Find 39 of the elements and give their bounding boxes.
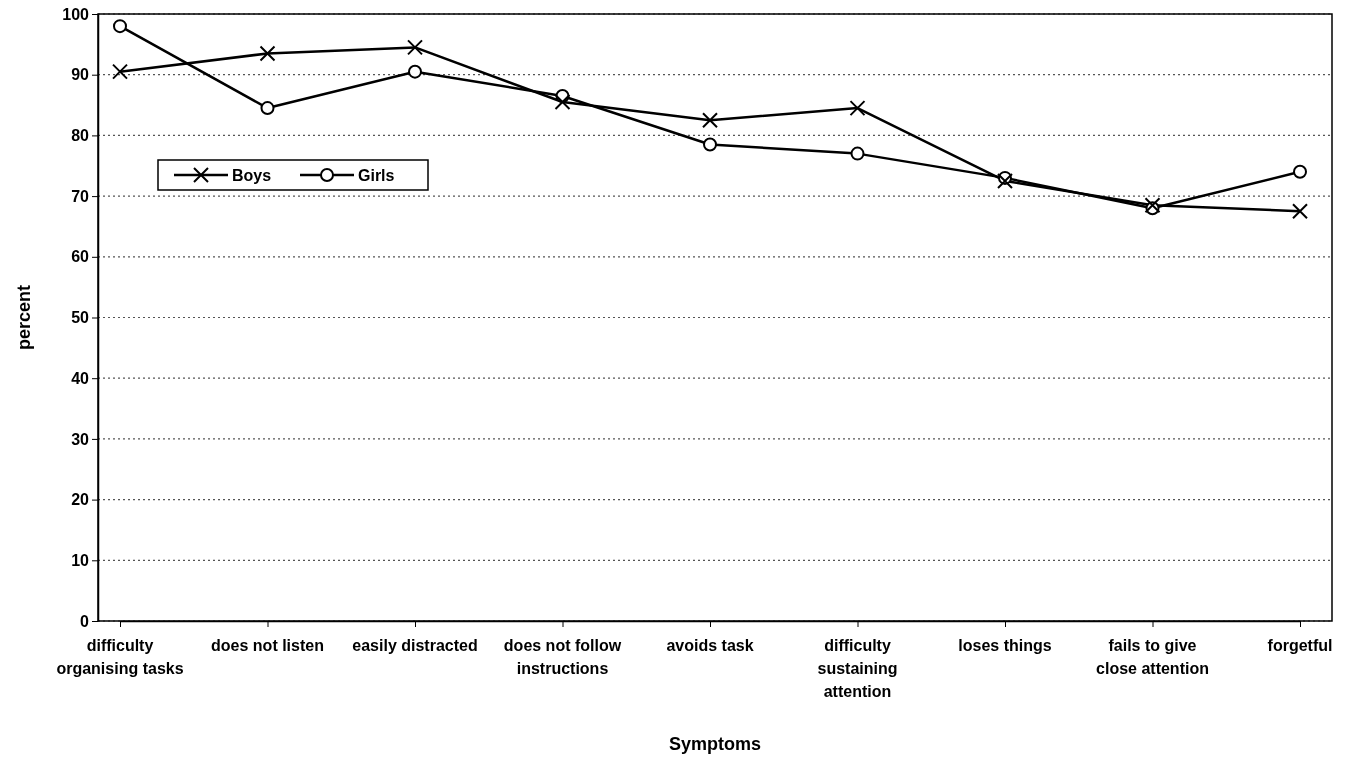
legend-label: Girls xyxy=(358,167,395,184)
point xyxy=(850,146,865,161)
x-tick-label: fails to give close attention xyxy=(1096,637,1209,677)
legend-label: Boys xyxy=(232,167,272,184)
point xyxy=(1292,203,1308,220)
y-tick-label: 90 xyxy=(71,66,90,84)
point xyxy=(554,94,571,111)
point xyxy=(997,172,1013,189)
y-tick-label: 0 xyxy=(80,612,90,630)
x-tick-label: does not listen xyxy=(211,637,324,654)
point xyxy=(112,63,128,80)
point xyxy=(408,64,422,79)
x-tick-label: difficulty organising tasks xyxy=(56,637,184,677)
y-tick-label: 50 xyxy=(71,309,90,327)
x-tick-label: avoids task xyxy=(666,637,754,654)
y-tick-label: 10 xyxy=(71,551,90,569)
x-tick-label: difficulty sustaining attention xyxy=(817,637,898,700)
x-tick-label: loses things xyxy=(958,637,1052,654)
y-tick-label: 40 xyxy=(71,369,90,387)
y-tick-label: 70 xyxy=(71,187,90,205)
y-axis-title: percent xyxy=(14,284,34,351)
point xyxy=(260,101,275,116)
point xyxy=(259,45,276,62)
x-tick-label: does not follow instructions xyxy=(503,637,622,677)
x-tick-label: forgetful xyxy=(1267,637,1333,654)
y-tick-label: 80 xyxy=(71,127,90,145)
point xyxy=(113,19,127,34)
point xyxy=(702,112,718,129)
y-tick-label: 100 xyxy=(62,5,90,23)
point xyxy=(1144,197,1161,214)
y-tick-label: 20 xyxy=(71,491,90,509)
point xyxy=(1293,164,1307,179)
y-tick-label: 30 xyxy=(71,430,90,448)
point xyxy=(703,137,717,152)
x-tick-label: easily distracted xyxy=(352,637,478,654)
point xyxy=(849,100,866,117)
x-axis-title: Symptoms xyxy=(668,734,762,754)
y-tick-label: 60 xyxy=(71,248,90,266)
point xyxy=(407,39,423,56)
